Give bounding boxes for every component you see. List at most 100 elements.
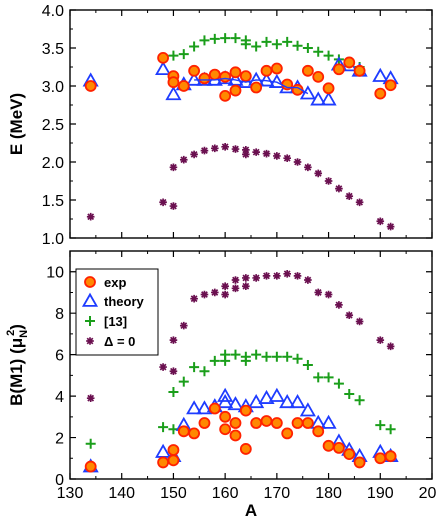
- legend-markers: [81, 276, 99, 345]
- ref13-point: [230, 349, 241, 360]
- delta0-point: [179, 321, 188, 330]
- ref13-point: [261, 351, 272, 362]
- delta0-point: [200, 146, 209, 155]
- delta0-point: [386, 222, 395, 231]
- panel-top: 1.0 1.5 2.0 2.5 3.0 3.5 4.0 E (MeV): [7, 3, 433, 248]
- exp-point: [84, 460, 97, 473]
- theory-point: [217, 387, 234, 402]
- y-tick-label-top: 2.0: [42, 155, 64, 172]
- delta0-point: [190, 294, 198, 303]
- exp-point: [260, 64, 273, 77]
- legend-label-theory: theory: [104, 294, 145, 309]
- ref13-point: [251, 349, 262, 360]
- ref13-point: [344, 389, 355, 400]
- delta0-point: [386, 342, 395, 351]
- y-axis-title-bottom-sup: 2: [5, 330, 17, 336]
- delta0-point: [345, 192, 354, 200]
- theory-point: [155, 443, 172, 458]
- delta0-point: [159, 363, 167, 371]
- delta0-point: [304, 276, 312, 284]
- delta0-point: [252, 274, 260, 282]
- theory-point: [310, 91, 327, 106]
- delta0-point: [242, 150, 250, 159]
- delta0-point: [231, 284, 240, 293]
- delta0-point: [324, 177, 333, 185]
- x-tick-label: 150: [160, 485, 187, 502]
- x-tick-label: 130: [57, 485, 84, 502]
- theory-point: [320, 91, 337, 106]
- exp-point: [208, 402, 221, 415]
- y-tick-label-top: 3.0: [42, 79, 64, 96]
- exp-point: [312, 425, 325, 438]
- x-tick-label: 180: [315, 485, 342, 502]
- ref13-point: [251, 41, 262, 52]
- y-tick-label-top: 4.0: [42, 3, 64, 20]
- delta0-point: [273, 272, 281, 280]
- delta0-point: [169, 336, 178, 344]
- ref13-point: [292, 40, 303, 51]
- delta0-point: [283, 154, 291, 162]
- delta0-point: [252, 148, 260, 156]
- ref13-point: [158, 422, 169, 433]
- exp-point: [177, 80, 190, 92]
- delta0-point: [262, 149, 271, 158]
- theory-point: [258, 389, 275, 404]
- exp-point: [250, 417, 263, 429]
- exp-point: [343, 448, 356, 461]
- ref13-point: [220, 349, 231, 360]
- delta0-point: [86, 212, 95, 221]
- delta0-point: [86, 394, 95, 402]
- delta0-point: [376, 336, 385, 344]
- exp-point: [219, 70, 232, 83]
- exp-point: [157, 51, 169, 64]
- y-tick-label-top: 2.5: [42, 117, 64, 134]
- y-tick-label-top: 1.5: [42, 193, 64, 210]
- delta0-point: [335, 301, 343, 309]
- ref13-point: [271, 351, 282, 362]
- exp-point: [291, 417, 304, 429]
- exp-point: [270, 417, 283, 429]
- ref13-point: [85, 438, 96, 449]
- theory-point: [227, 396, 244, 411]
- exp-point: [333, 442, 345, 454]
- ref13-point: [313, 46, 324, 57]
- ref13-point: [282, 36, 293, 47]
- y-axis-title-bottom-sub: N: [18, 330, 30, 338]
- ref13-point: [323, 372, 334, 383]
- theory-point: [372, 67, 389, 82]
- delta0-point: [304, 163, 312, 172]
- ref13-point: [302, 360, 313, 370]
- theory-point: [299, 402, 316, 417]
- y-axis-title-bottom-end: ): [7, 324, 26, 330]
- delta0-point: [190, 150, 198, 159]
- exp-point: [384, 450, 397, 463]
- ref13-point: [240, 355, 251, 366]
- exp-point: [157, 456, 169, 469]
- exp-point: [353, 64, 366, 77]
- ref13-point: [189, 362, 200, 373]
- ref13-point: [313, 372, 324, 383]
- ref13-point: [292, 353, 303, 364]
- ref13-point: [178, 376, 189, 387]
- y-tick-label-bottom: 8: [55, 306, 64, 323]
- delta0-point: [314, 288, 323, 297]
- legend-label-exp: exp: [104, 275, 126, 290]
- exp-point: [84, 80, 97, 92]
- exp-point: [260, 415, 273, 427]
- theory-point: [299, 85, 316, 100]
- data-points-bottom: [82, 270, 399, 473]
- plot-frame-top: [69, 9, 433, 239]
- delta0-point: [159, 198, 167, 207]
- ref13-point: [220, 33, 231, 44]
- exp-point: [229, 429, 242, 442]
- theory-curve-top: [194, 77, 309, 95]
- theory-point: [268, 387, 285, 402]
- y-axis-title-bottom: B(M1) (μN2): [5, 324, 30, 406]
- theory-point: [320, 414, 337, 429]
- theory-point: [155, 60, 172, 76]
- theory-point: [279, 393, 296, 409]
- exp-point: [219, 89, 232, 102]
- exp-point: [229, 84, 242, 97]
- ref13-point: [271, 39, 282, 50]
